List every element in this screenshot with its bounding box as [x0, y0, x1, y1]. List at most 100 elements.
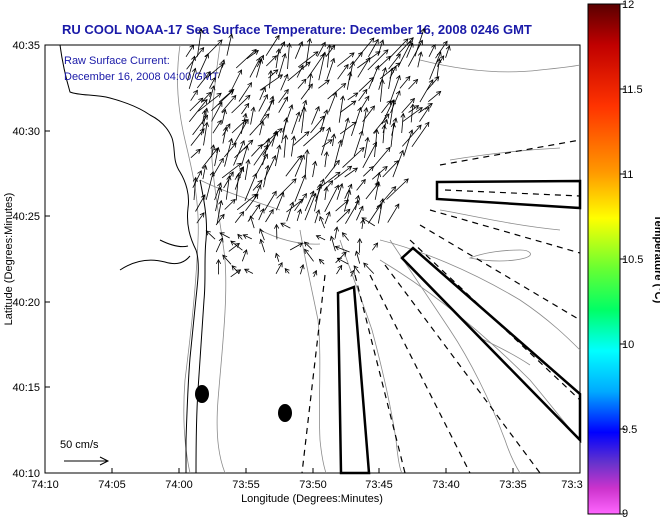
current-vector-head [283, 117, 289, 123]
current-vector [344, 184, 352, 199]
current-vector [325, 45, 336, 58]
current-vector [291, 136, 295, 157]
current-vector-head [280, 41, 286, 47]
current-vector-head [347, 71, 353, 77]
current-vector-head [364, 95, 370, 101]
current-vector [363, 166, 374, 177]
current-vector [250, 215, 255, 229]
current-vector-head [323, 186, 329, 192]
current-vector [365, 182, 380, 200]
current-vector [429, 51, 442, 80]
current-vector-head [315, 209, 321, 215]
current-vector [286, 202, 294, 222]
current-vector [221, 109, 226, 124]
current-vector [304, 241, 313, 250]
current-vector [241, 145, 248, 166]
current-vector [382, 124, 385, 144]
current-vector [368, 39, 379, 57]
current-vector-head [217, 101, 223, 107]
current-vector-head [442, 40, 448, 46]
current-vector-head [259, 228, 264, 234]
current-vector-head [305, 61, 311, 67]
current-vector [287, 61, 311, 82]
current-vector-head [351, 100, 357, 106]
current-vector [224, 138, 233, 167]
current-vector-head [340, 95, 346, 101]
current-vector-head [251, 48, 257, 54]
colorbar-tick-label: 10.5 [622, 254, 643, 266]
current-vector-head [273, 69, 279, 75]
current-vector-head [222, 254, 228, 260]
current-vector [402, 107, 423, 123]
current-vector-head [399, 149, 404, 156]
current-vector-head [386, 55, 392, 61]
current-vector [223, 142, 237, 158]
current-vector-head [225, 123, 231, 129]
current-vector [195, 194, 206, 212]
current-vector-head [237, 69, 243, 75]
current-vector [241, 249, 247, 262]
current-vector [321, 127, 331, 156]
current-legend-line1: Raw Surface Current: [64, 55, 170, 67]
current-vector-head [390, 122, 396, 128]
current-vector-head [272, 130, 278, 136]
current-vector-head [337, 264, 343, 271]
current-vector [275, 48, 280, 68]
current-vector-head [247, 82, 252, 88]
current-vector [324, 185, 339, 212]
current-vector [233, 119, 249, 145]
current-vector-head [269, 208, 274, 215]
current-vector [282, 104, 293, 133]
current-vector [209, 77, 216, 89]
current-vector [374, 181, 380, 200]
current-vector [278, 96, 288, 113]
current-vector [411, 122, 430, 148]
colorbar-title: Temperature (°C) [652, 215, 660, 304]
current-vector-head [302, 193, 307, 199]
current-vector [286, 198, 304, 213]
current-vector-head [250, 106, 256, 112]
current-vector-head [263, 93, 268, 100]
current-vector [301, 107, 305, 134]
x-tick-label: 73:50 [299, 479, 327, 491]
current-vector [235, 173, 239, 201]
current-vector-head [436, 57, 442, 64]
current-vector [211, 90, 234, 112]
current-vector-head [403, 178, 409, 184]
current-vector [377, 198, 384, 224]
x-tick-label: 74:05 [98, 479, 126, 491]
current-vector-head [257, 179, 263, 185]
current-vector-head [333, 226, 339, 232]
current-vector-head [301, 174, 307, 180]
current-vector [304, 193, 317, 221]
current-vector [367, 204, 382, 224]
current-vector-head [318, 258, 324, 264]
current-vector [224, 199, 236, 210]
current-vector-head [304, 149, 310, 155]
current-vector [310, 115, 325, 134]
current-vector-head [360, 178, 366, 185]
current-vector-head [312, 269, 318, 276]
current-vector-head [268, 69, 274, 76]
current-vector-head [218, 237, 224, 243]
current-vector-head [343, 199, 350, 205]
current-vector [373, 147, 391, 168]
current-vector-head [424, 121, 430, 127]
current-vector-head [206, 91, 212, 97]
current-vector-head [269, 99, 274, 105]
y-axis-ticks [45, 44, 50, 474]
current-vector-head [291, 135, 297, 141]
current-vector [212, 158, 224, 177]
current-vector-head [230, 198, 236, 204]
current-vector [296, 209, 301, 222]
current-vector [353, 265, 360, 274]
current-vector [278, 89, 289, 104]
current-vector-head [253, 193, 259, 199]
current-vector [294, 193, 307, 212]
current-vector [313, 270, 317, 278]
current-vector-head [215, 146, 221, 153]
current-vector-head [302, 99, 308, 105]
current-vector-head [417, 107, 423, 112]
current-vector-head [210, 144, 216, 150]
current-vector [399, 76, 411, 89]
